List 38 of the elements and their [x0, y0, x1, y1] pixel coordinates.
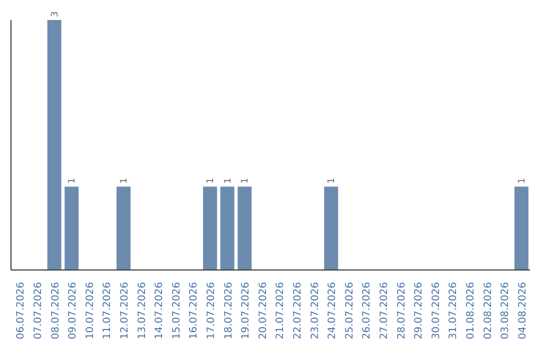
x-tick-label: 22.07.2026: [292, 282, 304, 340]
x-tick-label: 06.07.2026: [16, 282, 27, 340]
data-label: 1: [517, 178, 528, 184]
x-tick-label: 07.07.2026: [32, 282, 44, 340]
data-label: 1: [206, 178, 216, 184]
x-tick-label: 12.07.2026: [119, 282, 130, 340]
x-tick-label: 09.07.2026: [68, 282, 79, 340]
x-tick-label: 13.07.2026: [136, 282, 148, 340]
x-tick-label: 28.07.2026: [396, 282, 408, 340]
x-tick-label: 17.07.2026: [206, 282, 217, 340]
x-tick-label: 15.07.2026: [171, 282, 182, 340]
data-label: 1: [68, 178, 78, 184]
x-tick-label: 26.07.2026: [362, 282, 373, 340]
x-tick-label: 27.07.2026: [378, 282, 390, 340]
x-tick-label: 19.07.2026: [240, 282, 252, 340]
x-tick-label: 31.07.2026: [448, 282, 460, 340]
x-tick-label: 16.07.2026: [188, 282, 200, 340]
x-tick-label: 25.07.2026: [344, 282, 356, 340]
x-tick-label: 23.07.2026: [310, 282, 321, 340]
x-tick-label: 14.07.2026: [154, 282, 166, 340]
x-tick-label: 11.07.2026: [102, 282, 114, 340]
data-label: 1: [240, 178, 251, 184]
x-tick-label: 02.08.2026: [482, 282, 494, 340]
x-tick-label: 20.07.2026: [258, 282, 269, 340]
data-label: 1: [120, 178, 130, 184]
x-tick-label: 08.07.2026: [50, 282, 62, 340]
data-label: 1: [327, 178, 338, 184]
x-tick-label: 21.07.2026: [275, 282, 286, 340]
data-label: 3: [50, 11, 60, 17]
data-label: 1: [223, 178, 234, 184]
x-tick-label: 04.08.2026: [517, 282, 528, 340]
x-tick-label: 01.08.2026: [465, 282, 476, 340]
x-tick-label: 29.07.2026: [414, 282, 425, 340]
x-tick-label: 18.07.2026: [223, 282, 234, 340]
x-tick-label: 03.08.2026: [500, 282, 512, 340]
x-tick-label: 10.07.2026: [84, 282, 96, 340]
x-tick-label: 24.07.2026: [327, 282, 338, 340]
x-tick-label: 30.07.2026: [430, 282, 442, 340]
